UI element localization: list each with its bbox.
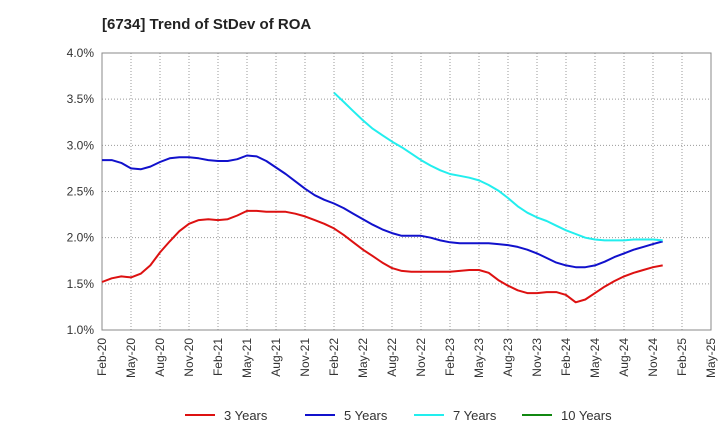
x-tick-label: Feb-22 — [327, 338, 341, 376]
x-tick-label: Feb-23 — [443, 338, 457, 376]
y-tick-label: 3.5% — [67, 92, 95, 106]
x-tick-label: Aug-22 — [385, 338, 399, 377]
plot-area-background — [102, 53, 711, 330]
legend: 3 Years 5 Years 7 Years 10 Years — [185, 408, 612, 423]
x-tick-label: Aug-21 — [269, 338, 283, 377]
x-tick-label: May-21 — [240, 338, 254, 378]
x-tick-label: Feb-25 — [675, 338, 689, 376]
plot-frame — [101, 52, 712, 331]
series-line-7-years — [333, 91, 663, 242]
axes — [101, 52, 712, 331]
series-line-3-years — [101, 209, 663, 304]
x-tick-label: Feb-20 — [95, 338, 109, 376]
y-tick-labels: 1.0% 1.5% 2.0% 2.5% 3.0% 3.5% 4.0% — [67, 46, 95, 337]
chart-title: [6734] Trend of StDev of ROA — [102, 16, 312, 33]
y-tick-label: 2.5% — [67, 185, 95, 199]
y-tick-label: 1.5% — [67, 277, 95, 291]
x-tick-label: Nov-20 — [182, 338, 196, 377]
y-tick-label: 4.0% — [67, 46, 95, 60]
x-tick-label: May-23 — [472, 338, 486, 378]
legend-label: 5 Years — [344, 408, 388, 423]
x-tick-label: May-22 — [356, 338, 370, 378]
series-line-5-years — [102, 154, 663, 269]
legend-label: 3 Years — [224, 408, 268, 423]
x-tick-label: Feb-24 — [559, 338, 573, 376]
x-tick-label: May-25 — [704, 338, 718, 378]
series-lines — [101, 91, 663, 304]
y-tick-label: 1.0% — [67, 323, 95, 337]
x-tick-label: Aug-23 — [501, 338, 515, 377]
x-tick-label: Nov-21 — [298, 338, 312, 377]
y-tick-label: 2.0% — [67, 231, 95, 245]
x-tick-label: Nov-22 — [414, 338, 428, 377]
x-tick-label: Nov-24 — [646, 338, 660, 377]
legend-label: 7 Years — [453, 408, 497, 423]
x-tick-labels: Feb-20 May-20 Aug-20 Nov-20 Feb-21 May-21 Aug-… — [95, 338, 718, 378]
x-tick-label: Feb-21 — [211, 338, 225, 376]
legend-label: 10 Years — [561, 408, 612, 423]
x-tick-label: Aug-20 — [153, 338, 167, 377]
x-tick-label: Nov-23 — [530, 338, 544, 377]
x-tick-label: May-20 — [124, 338, 138, 378]
y-tick-label: 3.0% — [67, 138, 95, 152]
x-tick-label: Aug-24 — [617, 338, 631, 377]
x-tick-label: May-24 — [588, 338, 602, 378]
